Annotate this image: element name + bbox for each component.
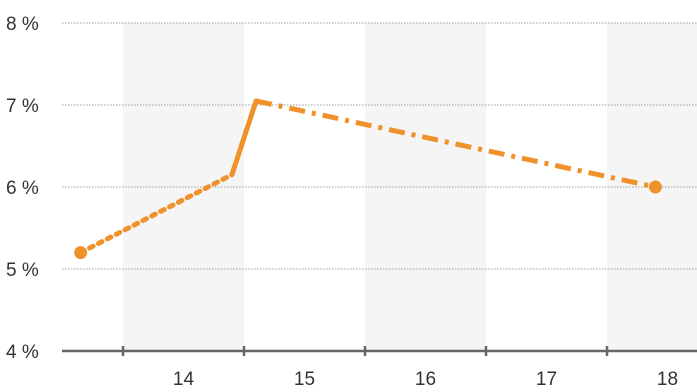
x-tick-label: 17 <box>536 369 557 390</box>
gridlines <box>62 22 697 270</box>
y-axis-labels: 4 % 5 % 6 % 7 % 8 % <box>6 14 39 363</box>
series-group <box>74 98 662 260</box>
series-line-segment <box>78 172 235 256</box>
data-point-marker <box>648 180 662 194</box>
series-line-segment <box>229 98 259 178</box>
data-point-marker <box>74 246 88 260</box>
x-axis <box>62 346 697 356</box>
x-tick-label: 16 <box>415 369 436 390</box>
x-tick-label: 18 <box>657 369 678 390</box>
y-tick-label: 8 % <box>6 14 39 35</box>
series-line-segment <box>255 98 656 190</box>
x-axis-labels: 14 15 16 17 18 <box>173 369 678 390</box>
y-tick-label: 5 % <box>6 260 39 281</box>
y-tick-label: 4 % <box>6 342 39 363</box>
x-tick-label: 14 <box>173 369 195 390</box>
y-tick-label: 7 % <box>6 96 39 117</box>
x-tick-label: 15 <box>294 369 315 390</box>
y-tick-label: 6 % <box>6 178 39 199</box>
